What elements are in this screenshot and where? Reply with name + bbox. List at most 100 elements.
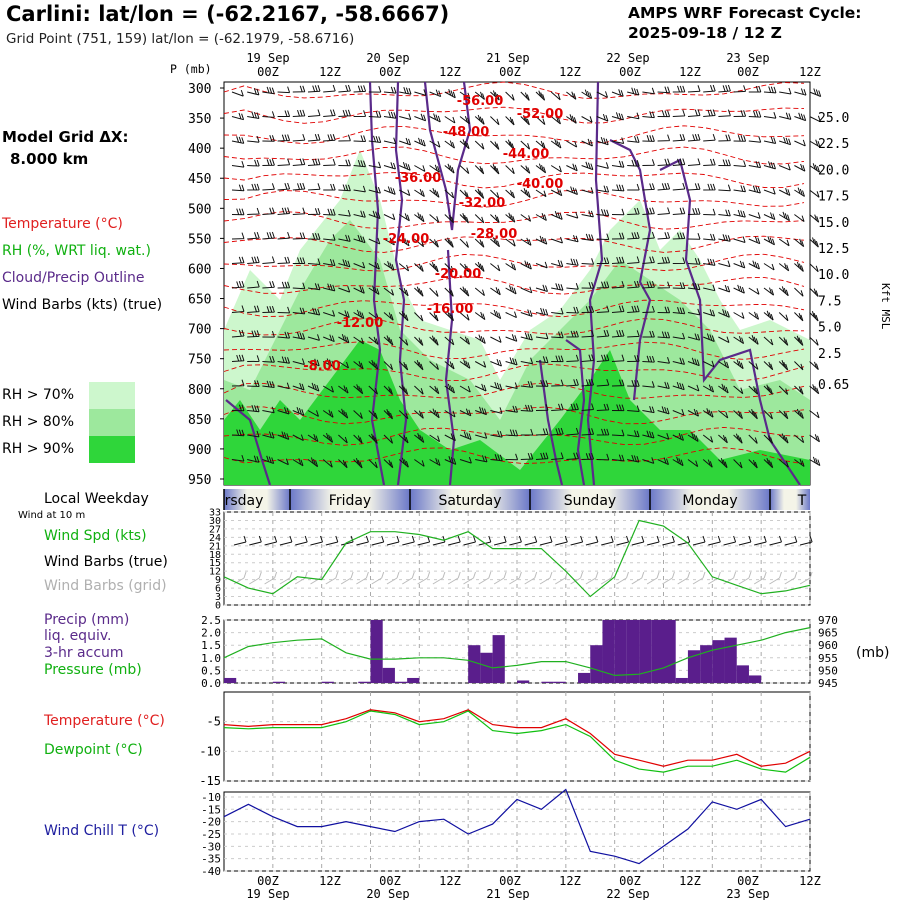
wind-barb [444,310,454,322]
wind-barb [444,163,455,174]
wind-barb [672,332,686,340]
precip-bar [321,681,334,683]
wind-barb [627,430,640,438]
wind-barb-grid [524,571,538,585]
wind-barb [551,331,564,339]
top-time-label: 12Z [679,65,701,79]
wind-barb [657,281,671,289]
wind-barb [748,409,758,420]
wind-barb [642,256,655,264]
wind-barb [459,238,469,248]
wind-barb [581,306,595,313]
wind-barb [520,188,531,198]
wind-barb [262,159,275,166]
wind-barb [429,434,441,443]
wind-barb [338,159,351,167]
wind-barb [611,454,625,462]
wind-barb [231,404,245,412]
wind-barb [292,307,306,315]
wind-barb [611,354,625,362]
precip-bar [614,620,627,683]
wind-barb [535,189,547,198]
precip-bar [272,681,286,683]
wind-barb [323,84,336,93]
p-tick-label: 650 [188,293,211,308]
wind-y-tick-label: 21 [209,541,221,552]
wind-y-tick-label: 9 [215,575,221,586]
pressure-y-tick-label: 950 [818,664,838,677]
wind-barb [778,238,790,247]
weekday-segment [530,489,650,510]
wind-barb [444,140,455,149]
wind-barb [627,232,640,240]
wind-barb [733,433,743,444]
wind-barb [338,361,349,369]
precip-liq-label: liq. equiv. [44,628,112,644]
wind-barb [414,360,424,371]
wind-barb-true [340,535,354,546]
wind-barb [550,91,561,101]
wind-barb [794,139,806,147]
model-grid-dx: Model Grid ΔX: 8.000 km [2,126,129,170]
wind-barb [353,410,363,419]
wind-barb [596,136,609,146]
wind-barb-true [249,535,262,546]
wind-barb [307,307,321,316]
wind-barbs-true-label: Wind Barbs (true) [44,554,168,570]
wind-barb [611,429,625,437]
wind-barb [702,360,715,368]
wind-barb-grid [493,571,507,585]
wind-barb [338,285,351,293]
precip-bar [517,680,530,683]
wind-barb [398,189,411,197]
wind-barb [687,459,699,468]
bottom-time-label: 12Z [439,874,461,888]
wind-barb [794,238,805,247]
precip-bar [468,645,481,683]
wind-barb [231,280,245,289]
wind-barb [672,381,685,391]
bottom-time-label: 12Z [559,874,581,888]
temperature-contour-label: -56.00 [457,94,504,109]
wind-barb [277,356,290,364]
wind-barb [611,280,625,289]
wind-barb [323,283,336,292]
wind-barb [262,455,275,464]
wind-barb [444,89,456,99]
wind-barb [490,164,500,175]
wind-barb [231,305,245,313]
wind-barb [353,384,364,395]
wind-barb [763,361,774,371]
wind-barb [718,457,728,469]
wind-barb [642,381,655,388]
wind-barb [490,189,500,199]
wind-barb [292,182,306,191]
wind-barb [338,310,350,318]
wind-barb [703,309,716,317]
wind-barb [748,136,762,143]
wind-barb [307,183,321,191]
wind-chill-y-tick-label: -10 [201,791,221,804]
wind-barb [809,311,819,322]
wind-barb [672,232,686,240]
p-tick-label: 500 [188,202,211,217]
wind-barb [338,434,348,444]
wind-y-tick-label: 24 [209,533,221,544]
temperature-label: Temperature (°C) [44,713,165,729]
wind-barb [474,140,485,150]
wind-barb [262,256,275,264]
wind-barb [399,137,411,146]
wind-barb [429,335,439,346]
wind-barb [307,85,321,93]
wind-barb [703,208,716,216]
bottom-time-label: 00Z [619,874,641,888]
weekday-segment [650,489,770,510]
wind-barb [505,334,518,342]
precip-bar [602,620,615,683]
precip-bar [224,677,237,683]
wind-chill-line [223,788,811,865]
cloud-precip-outline [609,139,652,401]
wind-barb [763,310,774,321]
wind-barb [368,359,379,370]
wind-barb [703,284,716,292]
